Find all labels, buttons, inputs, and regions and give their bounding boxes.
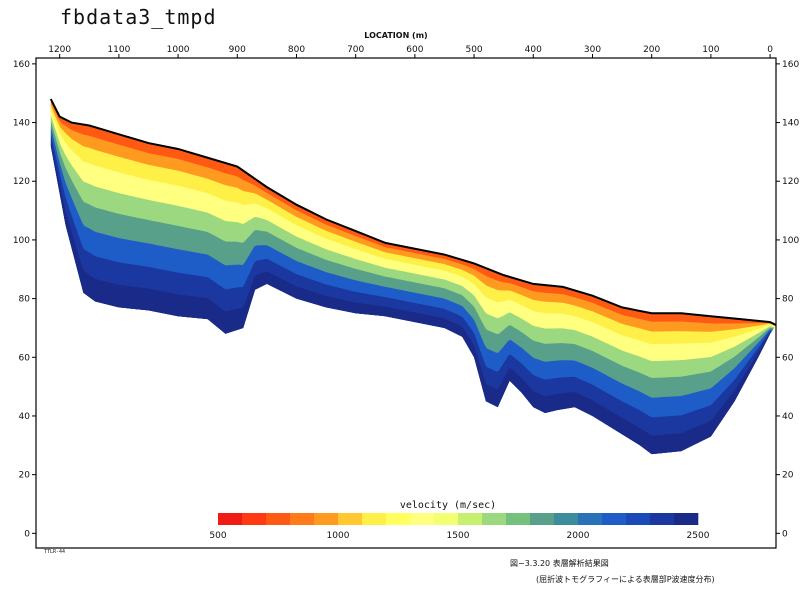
caption-line-2: (屈折波トモグラフィーによる表層部P波速度分布) — [536, 574, 715, 584]
y-tick-label-right: 60 — [782, 353, 794, 363]
x-tick-label: 600 — [406, 45, 423, 55]
colorbar-title: velocity (m/sec) — [400, 500, 496, 511]
y-tick-label-right: 100 — [782, 236, 799, 246]
velocity-section — [50, 99, 776, 455]
figure-code: TTLR-44 — [44, 549, 65, 555]
colorbar-swatch — [578, 513, 603, 525]
x-tick-label: 200 — [643, 45, 660, 55]
y-axis-left-ticks: 0 20 40 60 80 100 120 140 160 — [13, 60, 36, 539]
y-tick-label-right: 120 — [782, 177, 799, 187]
velocity-layer — [50, 127, 776, 455]
x-tick-label: 500 — [465, 45, 482, 55]
colorbar-tick-label: 1000 — [327, 531, 350, 541]
colorbar-swatch — [242, 513, 267, 525]
y-tick-label: 120 — [13, 177, 30, 187]
colorbar-swatch — [386, 513, 411, 525]
plot-frame — [35, 57, 777, 549]
y-tick-label-right: 140 — [782, 119, 799, 129]
y-tick-label: 0 — [24, 529, 30, 539]
colorbar-swatch — [554, 513, 579, 525]
x-tick-label: 100 — [702, 45, 719, 55]
x-axis-label: LOCATION (m) — [364, 31, 427, 40]
velocity-colorbar — [218, 513, 699, 525]
y-tick-label-right: 160 — [782, 60, 799, 70]
y-tick-label: 140 — [13, 119, 30, 129]
y-tick-label: 60 — [19, 353, 31, 363]
y-tick-label-right: 40 — [782, 412, 794, 422]
y-tick-label-right: 80 — [782, 295, 794, 305]
y-tick-label: 100 — [13, 236, 30, 246]
x-tick-label: 700 — [347, 45, 364, 55]
y-tick-label: 80 — [19, 295, 31, 305]
colorbar-swatch — [362, 513, 387, 525]
colorbar-swatch — [602, 513, 627, 525]
y-tick-label: 160 — [13, 60, 30, 70]
colorbar-swatch — [434, 513, 459, 525]
colorbar-swatch — [266, 513, 291, 525]
caption-line-1: 図−3.3.20 表層解析結果図 — [510, 558, 609, 568]
figure-title: fbdata3_tmpd — [60, 5, 217, 29]
x-tick-label: 300 — [584, 45, 601, 55]
x-tick-label: 1200 — [48, 45, 71, 55]
x-tick-label: 1100 — [107, 45, 130, 55]
x-tick-label: 400 — [525, 45, 542, 55]
y-tick-label-right: 20 — [782, 471, 794, 481]
colorbar-tick-label: 1500 — [447, 531, 470, 541]
colorbar-swatch — [290, 513, 315, 525]
y-tick-label-right: 0 — [782, 529, 788, 539]
colorbar-swatch — [506, 513, 531, 525]
colorbar-tick-labels: 500 1000 1500 2000 2500 — [209, 531, 709, 541]
x-tick-label: 1000 — [167, 45, 190, 55]
colorbar-swatch — [626, 513, 651, 525]
colorbar-tick-label: 500 — [209, 531, 226, 541]
colorbar-tick-label: 2500 — [687, 531, 710, 541]
x-tick-label: 800 — [288, 45, 305, 55]
colorbar-swatch — [410, 513, 435, 525]
colorbar-swatch — [530, 513, 555, 525]
y-axis-right-ticks: 0 20 40 60 80 100 120 140 160 — [776, 60, 799, 539]
colorbar-swatch — [482, 513, 507, 525]
x-tick-label: 0 — [767, 45, 773, 55]
x-tick-label: 900 — [229, 45, 246, 55]
velocity-layer — [50, 139, 776, 455]
y-tick-label: 20 — [19, 471, 31, 481]
colorbar-swatch — [674, 513, 699, 525]
ground-surface-line — [49, 98, 777, 326]
colorbar-swatch — [338, 513, 363, 525]
x-axis-ticks: 1200 1100 1000 900 800 700 600 500 400 300 200 100 0 — [48, 45, 773, 58]
y-tick-label: 40 — [19, 412, 31, 422]
colorbar-tick-label: 2000 — [567, 531, 590, 541]
colorbar-swatch — [458, 513, 483, 525]
colorbar-swatch — [314, 513, 339, 525]
colorbar-swatch — [218, 513, 243, 525]
colorbar-swatch — [650, 513, 675, 525]
